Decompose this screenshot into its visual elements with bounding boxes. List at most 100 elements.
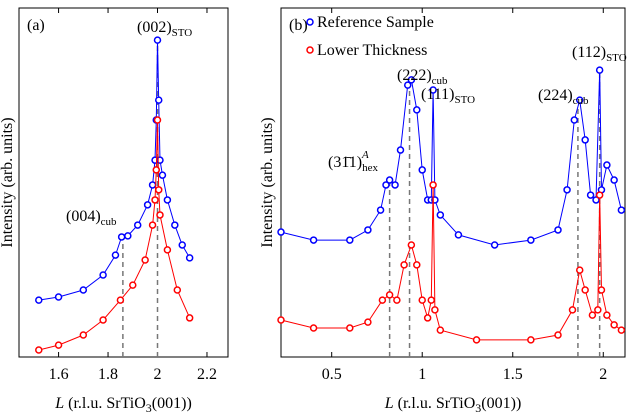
data-point xyxy=(597,286,606,294)
data-point xyxy=(151,196,159,204)
annotation-text: (112) xyxy=(572,44,606,61)
data-point xyxy=(575,96,584,104)
annotation-subscript: STO xyxy=(454,94,475,106)
data-point xyxy=(173,286,182,294)
data-point xyxy=(35,346,43,354)
x-tick-label: 1.6 xyxy=(49,366,69,383)
data-point xyxy=(178,241,186,249)
panel-label: (b) xyxy=(289,17,308,34)
data-point xyxy=(400,261,408,269)
data-point xyxy=(382,181,390,189)
annotation-subscript: STO xyxy=(172,27,193,39)
peak-annotation: (111)STO xyxy=(421,86,475,106)
data-point xyxy=(153,36,162,44)
legend-label: Reference Sample xyxy=(317,14,434,31)
data-point xyxy=(575,266,584,274)
data-point xyxy=(603,161,611,169)
y-axis-label: Intensity (arb. units) xyxy=(259,117,276,247)
annotation-text: (224) xyxy=(538,87,573,104)
data-point xyxy=(431,306,439,314)
plot-frame xyxy=(280,7,626,358)
annotation-subscript: cub xyxy=(573,95,589,107)
legend-marker xyxy=(306,18,314,26)
data-point xyxy=(588,311,597,319)
data-point xyxy=(581,286,589,294)
plot-frame xyxy=(18,7,229,358)
data-point xyxy=(429,86,437,94)
data-point xyxy=(185,254,194,262)
data-point xyxy=(436,211,445,219)
data-point xyxy=(603,311,611,319)
data-point xyxy=(418,166,426,174)
data-point xyxy=(407,76,416,84)
annotation-text: (002) xyxy=(137,19,172,36)
peak-annotation: (31̄1)hexA xyxy=(328,149,378,174)
annotation-text: (222) xyxy=(397,67,432,84)
data-point xyxy=(54,341,63,349)
x-label-sub: 3 xyxy=(475,401,481,415)
data-point xyxy=(391,181,399,189)
annotation-subscript: cub xyxy=(101,216,117,228)
data-point xyxy=(436,326,445,334)
data-point xyxy=(364,318,372,326)
data-point xyxy=(346,236,354,244)
data-point xyxy=(554,226,562,234)
data-point xyxy=(185,314,194,322)
x-label-text: (r.l.u. SrTiO xyxy=(394,395,476,412)
data-point xyxy=(454,231,463,239)
data-point xyxy=(148,181,157,189)
data-point xyxy=(413,261,421,269)
data-point xyxy=(309,236,318,244)
data-point xyxy=(124,232,132,240)
peak-annotation: (224)cub xyxy=(538,87,589,107)
data-point xyxy=(413,106,421,114)
data-point xyxy=(403,81,412,89)
data-point xyxy=(99,271,107,279)
data-point xyxy=(427,296,436,304)
series-line xyxy=(280,184,622,341)
data-point xyxy=(158,171,167,179)
peak-annotation: (222)cub xyxy=(397,67,448,87)
x-tick-label: 1 xyxy=(418,366,426,383)
data-point xyxy=(99,316,107,324)
data-point xyxy=(570,116,579,124)
annotation-subscript: hex xyxy=(362,162,378,174)
x-tick-label: 1.8 xyxy=(98,366,118,383)
x-axis-label: L (r.l.u. SrTiO3(001)) xyxy=(384,395,522,415)
data-point xyxy=(116,296,125,304)
data-point xyxy=(163,246,172,254)
data-point xyxy=(35,296,43,304)
data-point xyxy=(592,196,600,204)
data-point xyxy=(429,181,437,189)
x-tick-label: 2 xyxy=(599,366,607,383)
data-point xyxy=(154,186,163,194)
data-point xyxy=(54,293,63,301)
data-point xyxy=(595,191,604,199)
panel-label: (a) xyxy=(27,17,45,34)
data-point xyxy=(143,201,152,209)
data-point xyxy=(423,314,432,322)
data-point xyxy=(117,233,126,241)
x-tick-label: 0.5 xyxy=(322,366,342,383)
data-point xyxy=(163,196,172,204)
data-point xyxy=(79,331,88,339)
y-axis-label: Intensity (arb. units) xyxy=(0,117,16,247)
data-point xyxy=(156,211,164,219)
data-point xyxy=(385,291,394,299)
peak-annotation: (004)cub xyxy=(66,208,117,228)
data-point xyxy=(141,256,149,264)
annotation-text: (111) xyxy=(421,86,454,103)
data-point xyxy=(277,228,285,236)
data-point xyxy=(595,66,604,74)
data-point xyxy=(617,326,626,334)
data-point xyxy=(393,296,401,304)
data-point xyxy=(309,324,318,332)
data-point xyxy=(610,176,618,184)
data-point xyxy=(152,166,161,174)
legend-label: Lower Thickness xyxy=(317,42,427,59)
annotation-subscript: cub xyxy=(432,75,448,87)
x-tick-label: 2 xyxy=(154,366,162,383)
data-point xyxy=(277,316,285,324)
data-point xyxy=(527,236,535,244)
